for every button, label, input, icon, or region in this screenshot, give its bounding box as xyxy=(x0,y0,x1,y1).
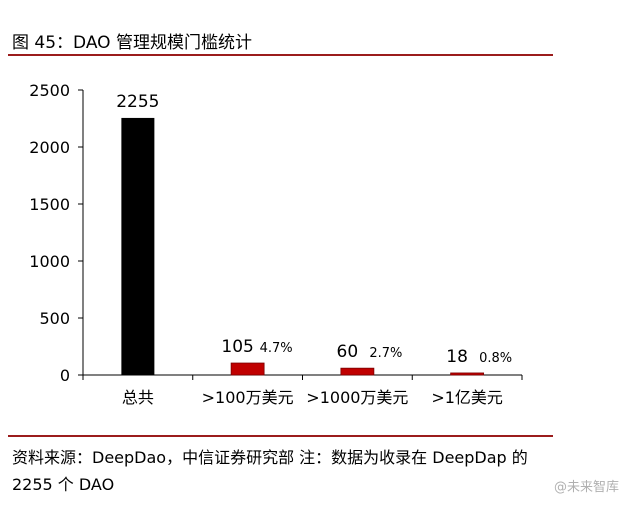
percent-label: 4.7% xyxy=(260,341,293,356)
category-label: >1亿美元 xyxy=(431,388,503,407)
value-label: 60 xyxy=(337,342,359,362)
value-label: 18 xyxy=(446,347,468,367)
y-tick-label: 1500 xyxy=(29,195,70,214)
source-note: 资料来源：DeepDao，中信证券研究部 注：数据为收录在 DeepDap 的 … xyxy=(12,448,528,494)
category-label: >100万美元 xyxy=(202,388,294,407)
y-tick-label: 2500 xyxy=(29,81,70,100)
category-label: >1000万美元 xyxy=(306,388,408,407)
y-tick-label: 2000 xyxy=(29,138,70,157)
chart-title: 图 45：DAO 管理规模门槛统计 xyxy=(12,33,252,53)
value-label: 2255 xyxy=(116,92,159,112)
category-label: 总共 xyxy=(122,388,154,407)
bar-2 xyxy=(340,367,375,376)
value-label: 105 xyxy=(221,337,253,357)
watermark: @未来智库 xyxy=(553,480,619,495)
bar-1 xyxy=(230,362,265,376)
percent-label: 2.7% xyxy=(369,346,402,361)
y-tick-label: 500 xyxy=(39,309,70,328)
y-tick-label: 0 xyxy=(60,366,70,385)
source-divider xyxy=(8,435,553,437)
bar-0 xyxy=(121,117,155,376)
bar-3 xyxy=(450,372,485,376)
y-tick-label: 1000 xyxy=(29,252,70,271)
title-divider xyxy=(8,54,553,56)
percent-label: 0.8% xyxy=(479,351,512,366)
